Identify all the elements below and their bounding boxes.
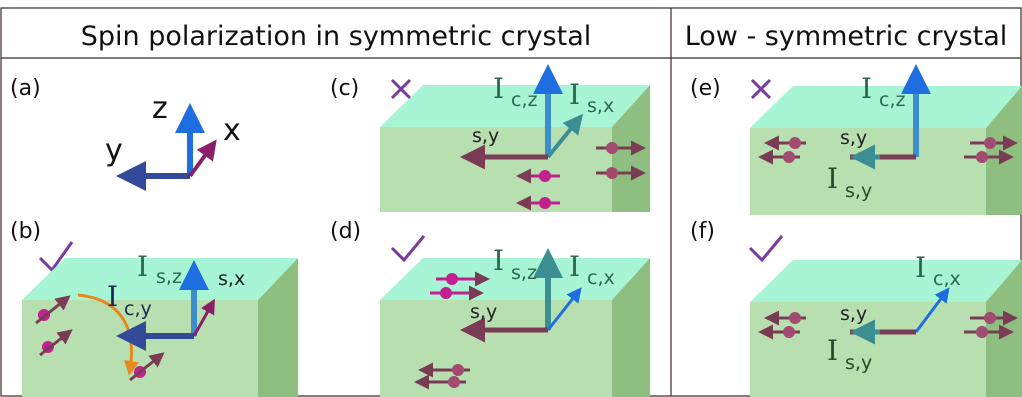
subscript-cz-e: c,z (879, 89, 905, 111)
label-sy-e: s,y (840, 127, 867, 149)
subscript-cx-d: c,x (587, 267, 615, 289)
cross-icon-e (750, 78, 772, 100)
x-axis-label: x (223, 113, 241, 148)
spin-x-arrow (192, 298, 215, 337)
label-sy-d: s,y (470, 301, 497, 323)
check-icon-f (748, 235, 784, 263)
y-axis-label: y (105, 133, 123, 168)
subscript-sx: s,x (587, 95, 614, 117)
panel-label-c: (c) (330, 76, 359, 101)
panel-f: (f) I c,x s,y I s,y (690, 219, 1022, 397)
subscript-cx-f: c,x (933, 268, 961, 290)
current-symbol-d2: I (569, 250, 580, 283)
current-symbol-1: I (493, 72, 504, 105)
x-axis-arrow (188, 139, 217, 178)
label-sx: s,x (218, 268, 245, 290)
panel-label-d: (d) (330, 219, 361, 244)
subscript-cz: c,z (511, 89, 537, 111)
current-symbol-2: I (569, 78, 580, 111)
panel-label-a: (a) (10, 76, 41, 101)
subscript-sy-f: s,y (845, 352, 872, 374)
current-symbol-d1: I (493, 244, 504, 277)
current-symbol-cy: I (107, 280, 118, 313)
panel-d: (d) I s,z I c,x s,y (330, 219, 650, 397)
spin-particles-b (35, 295, 165, 382)
spin-particles-d (414, 271, 490, 390)
panel-b: (b) I s,z I c,y s,x (10, 219, 298, 397)
check-icon-d (390, 235, 426, 263)
label-sy-f: s,y (840, 303, 867, 325)
header-left: Spin polarization in symmetric crystal (81, 21, 592, 52)
panel-e: (e) I c,z s,y I s,y (690, 64, 1022, 215)
current-symbol-e2: I (827, 162, 838, 195)
current-symbol: I (137, 250, 148, 283)
label-sy: s,y (472, 125, 499, 147)
subscript-sz-d: s,z (511, 262, 537, 284)
check-icon (38, 241, 74, 273)
z-axis-label: z (152, 91, 168, 126)
panel-label-e: (e) (690, 76, 721, 101)
panel-label-f: (f) (690, 219, 715, 244)
charge-current-x-arrow (546, 287, 582, 331)
charge-current-x-arrow-f (914, 287, 950, 333)
subscript-sz: s,z (156, 266, 182, 288)
header-right: Low - symmetric crystal (685, 21, 1008, 52)
current-symbol-e1: I (861, 72, 872, 105)
current-symbol-f2: I (827, 334, 838, 367)
spin-particles-e (758, 135, 1018, 165)
crystal-slab-f (750, 260, 1022, 397)
spin-current-x-arrow (546, 113, 584, 159)
subscript-sy-e: s,y (845, 180, 872, 202)
panel-c: (c) I c,z I s,x s,y (330, 64, 650, 212)
subscript-cy: c,y (124, 298, 152, 320)
panel-a: (a) z x y (10, 76, 241, 191)
spin-particles-c (516, 140, 646, 211)
spin-particles-f (758, 310, 1018, 340)
current-symbol-f1: I (915, 251, 926, 284)
cross-icon (390, 78, 412, 100)
panel-label-b: (b) (10, 219, 41, 244)
